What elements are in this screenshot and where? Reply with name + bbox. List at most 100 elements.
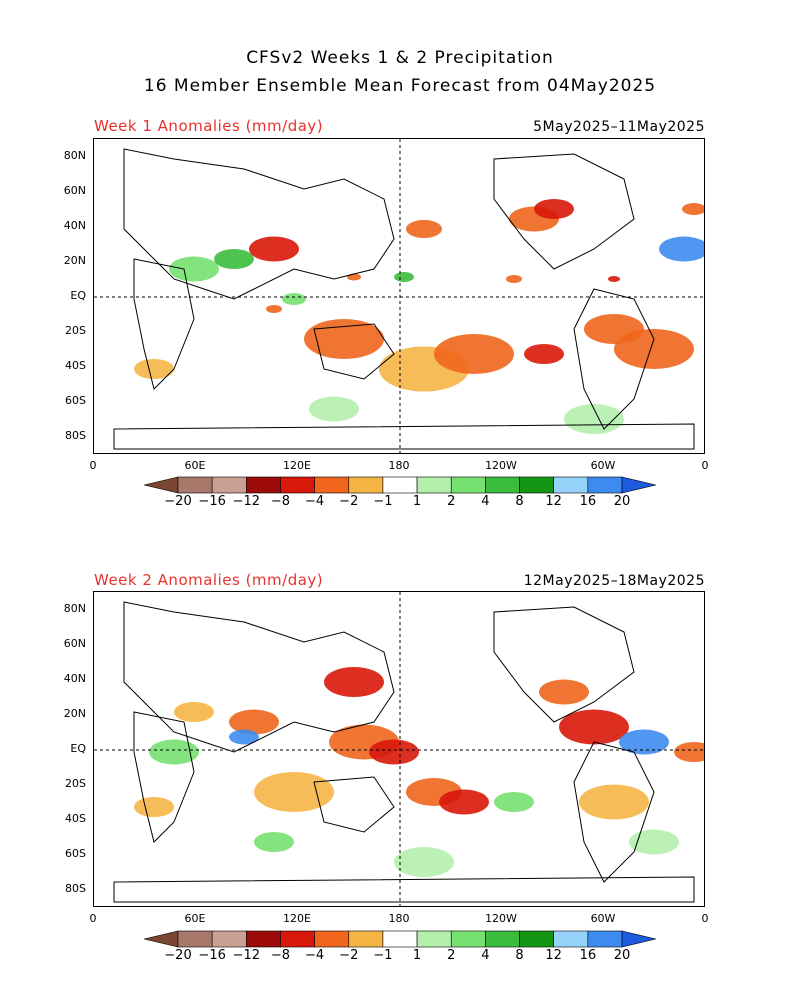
colorbar-swatch — [382, 476, 418, 494]
week2-colorbar — [144, 930, 656, 948]
week1-panel-label: Week 1 Anomalies (mm/day) — [94, 117, 324, 135]
colorbar-swatch — [621, 930, 656, 948]
colorbar-swatch — [519, 930, 554, 948]
lon-tick-label: 0 — [89, 912, 97, 925]
anomaly-shading — [434, 334, 514, 374]
colorbar-tick-label: 8 — [515, 494, 524, 509]
colorbar-swatch — [211, 476, 247, 494]
colorbar-tick-label: −16 — [198, 494, 226, 509]
lat-tick-label: 60S — [65, 394, 86, 408]
lat-tick-label: EQ — [70, 742, 86, 755]
lat-tick-label: 60N — [63, 183, 86, 197]
lat-tick-label: 40S — [65, 359, 86, 373]
colorbar-tick-label: −20 — [164, 494, 192, 509]
anomaly-shading — [134, 797, 174, 817]
colorbar-tick-label: 12 — [545, 948, 562, 963]
lat-tick-label: 20S — [65, 777, 86, 791]
anomaly-shading — [174, 702, 214, 722]
colorbar-tick-label: −2 — [339, 948, 359, 963]
coastline — [113, 876, 695, 903]
anomaly-shading — [579, 784, 649, 820]
colorbar-tick-label: −4 — [305, 948, 325, 963]
lat-tick-label: EQ — [70, 289, 86, 302]
anomaly-shading — [229, 729, 259, 745]
colorbar-tick-label: −12 — [232, 948, 261, 963]
lon-tick-label: 0 — [701, 459, 709, 472]
lat-tick-label: 60S — [65, 847, 86, 861]
anomaly-shading — [324, 667, 384, 697]
week1-colorbar — [144, 476, 656, 494]
coastline — [133, 258, 195, 390]
lat-tick-label: 40N — [63, 671, 86, 685]
coastline — [313, 776, 395, 833]
colorbar-swatch — [519, 476, 554, 494]
colorbar-tick-label: 2 — [447, 494, 456, 509]
anomaly-shading — [214, 249, 254, 269]
colorbar-tick-label: −2 — [339, 494, 359, 509]
chart-title-line-1: CFSv2 Weeks 1 & 2 Precipitation — [246, 48, 554, 68]
week1-map — [93, 138, 705, 454]
anomaly-shading — [524, 344, 564, 364]
anomaly-shading — [229, 709, 279, 735]
anomaly-shading — [254, 832, 294, 852]
lat-tick-label: 40S — [65, 812, 86, 826]
anomaly-shading — [369, 739, 419, 765]
colorbar-tick-label: 20 — [613, 948, 631, 963]
lat-tick-label: 80S — [65, 882, 86, 896]
anomaly-shading — [169, 256, 219, 282]
colorbar-swatch — [553, 930, 589, 948]
anomaly-shading — [134, 359, 174, 379]
colorbar-swatch — [144, 476, 179, 494]
colorbar-swatch — [553, 476, 589, 494]
anomaly-shading — [394, 847, 454, 877]
lon-tick-label: 60W — [590, 912, 616, 925]
lat-tick-label: 80N — [63, 601, 86, 615]
week2-date-range: 12May2025–18May2025 — [523, 573, 705, 589]
colorbar-swatch — [280, 930, 315, 948]
anomaly-shading — [309, 396, 359, 422]
anomaly-shading — [659, 236, 704, 262]
coastline — [313, 323, 395, 380]
coastline — [573, 288, 655, 430]
lat-tick-label: 20N — [63, 253, 86, 267]
coastline — [493, 153, 635, 270]
lon-tick-label: 180 — [388, 912, 410, 925]
colorbar-swatch — [382, 930, 418, 948]
colorbar-swatch — [314, 930, 350, 948]
anomaly-shading — [534, 199, 574, 219]
week2-map — [93, 591, 705, 907]
coastline — [123, 148, 395, 300]
chart-title-line-2: 16 Member Ensemble Mean Forecast from 04… — [143, 76, 657, 96]
colorbar-tick-label: 4 — [481, 494, 490, 509]
lon-tick-label: 120E — [283, 459, 311, 472]
colorbar-tick-label: −16 — [198, 948, 226, 963]
colorbar-swatch — [450, 476, 486, 494]
colorbar-swatch — [280, 476, 315, 494]
lat-tick-label: 60N — [63, 636, 86, 650]
colorbar-swatch — [177, 476, 213, 494]
colorbar-tick-label: 16 — [579, 948, 597, 963]
lon-tick-label: 120W — [485, 912, 517, 925]
colorbar-swatch — [348, 476, 384, 494]
anomaly-shading — [559, 709, 629, 745]
lon-tick-label: 120E — [283, 912, 311, 925]
coastline — [493, 606, 635, 723]
anomaly-shading — [539, 679, 589, 705]
colorbar-swatch — [587, 476, 623, 494]
colorbar-tick-label: 2 — [447, 948, 456, 963]
week1-date-range: 5May2025–11May2025 — [533, 119, 705, 135]
anomaly-shading — [584, 314, 644, 344]
colorbar-tick-label: 16 — [579, 494, 597, 509]
anomaly-shading — [304, 319, 384, 359]
colorbar-tick-label: 1 — [412, 494, 422, 509]
colorbar-tick-label: −20 — [164, 948, 192, 963]
coastline — [573, 741, 655, 883]
anomaly-shading — [619, 729, 669, 755]
colorbar-swatch — [314, 476, 350, 494]
anomaly-shading — [564, 404, 624, 434]
colorbar-tick-label: 20 — [613, 494, 631, 509]
colorbar-tick-label: 1 — [412, 948, 422, 963]
anomaly-shading — [506, 275, 522, 283]
lon-tick-label: 0 — [701, 912, 709, 925]
lat-tick-label: 20N — [63, 706, 86, 720]
